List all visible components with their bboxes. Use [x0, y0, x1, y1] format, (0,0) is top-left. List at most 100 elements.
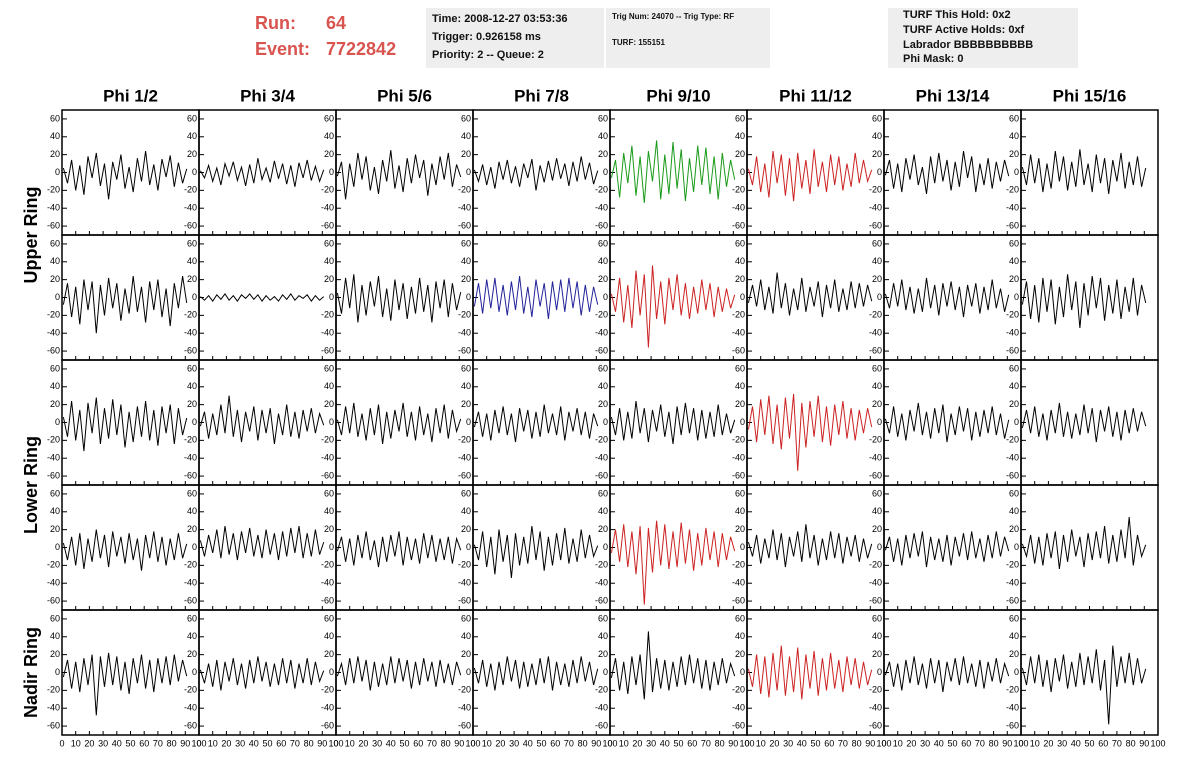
y-tick-label: 0	[192, 167, 197, 177]
y-tick-label: 60	[598, 113, 608, 123]
y-tick-label: 40	[324, 256, 334, 266]
y-tick-label: 40	[735, 631, 745, 641]
x-tick-label: 30	[235, 738, 245, 748]
x-tick-label: 100	[739, 738, 754, 748]
y-tick-label: -60	[458, 720, 471, 730]
waveform	[610, 265, 736, 348]
column-title: Phi 9/10	[646, 86, 710, 105]
y-tick-label: -60	[595, 720, 608, 730]
x-tick-label: 20	[769, 738, 779, 748]
waveform	[336, 656, 462, 691]
y-tick-label: -40	[1006, 703, 1019, 713]
y-tick-label: 20	[872, 399, 882, 409]
y-tick-label: -60	[321, 470, 334, 480]
waveform	[62, 529, 188, 571]
y-tick-label: -40	[458, 203, 471, 213]
y-tick-label: -60	[732, 720, 745, 730]
y-tick-label: 40	[1009, 131, 1019, 141]
y-tick-label: -40	[184, 203, 197, 213]
x-tick-label: 20	[221, 738, 231, 748]
y-tick-label: 20	[324, 524, 334, 534]
waveform	[1021, 517, 1147, 569]
x-tick-label: 30	[1057, 738, 1067, 748]
y-tick-label: 20	[598, 649, 608, 659]
info-text: Phi Mask: 0	[903, 53, 964, 65]
y-tick-label: 60	[598, 363, 608, 373]
y-tick-label: -20	[1006, 310, 1019, 320]
y-tick-label: -60	[458, 470, 471, 480]
x-tick-label: 10	[482, 738, 492, 748]
y-tick-label: -20	[1006, 685, 1019, 695]
y-tick-label: 20	[187, 399, 197, 409]
row-label: Lower Ring	[21, 436, 41, 534]
column-title: Phi 7/8	[514, 86, 569, 105]
y-tick-label: -20	[47, 435, 60, 445]
y-tick-label: 40	[598, 631, 608, 641]
y-tick-label: -60	[595, 470, 608, 480]
y-tick-label: 20	[872, 524, 882, 534]
y-tick-label: -40	[184, 578, 197, 588]
y-tick-label: -60	[458, 595, 471, 605]
x-tick-label: 80	[989, 738, 999, 748]
y-tick-label: -40	[458, 453, 471, 463]
y-tick-label: 20	[735, 274, 745, 284]
y-tick-label: 20	[50, 149, 60, 159]
y-tick-label: -60	[869, 220, 882, 230]
y-tick-label: -20	[47, 185, 60, 195]
x-tick-label: 50	[947, 738, 957, 748]
x-tick-label: 50	[262, 738, 272, 748]
x-tick-label: 30	[920, 738, 930, 748]
x-tick-label: 50	[1084, 738, 1094, 748]
y-tick-label: -40	[869, 328, 882, 338]
column-title: Phi 11/12	[779, 86, 852, 105]
y-tick-label: 40	[1009, 256, 1019, 266]
waveform	[336, 150, 462, 200]
x-tick-label: 50	[536, 738, 546, 748]
panel-frame	[609, 234, 748, 361]
y-tick-label: 0	[466, 167, 471, 177]
panel-frame	[746, 609, 885, 736]
column-title: Phi 13/14	[916, 86, 990, 105]
y-tick-label: 0	[877, 292, 882, 302]
y-tick-label: 40	[735, 381, 745, 391]
waveform	[336, 531, 462, 568]
x-tick-label: 70	[701, 738, 711, 748]
column-title: Phi 3/4	[240, 86, 295, 105]
y-tick-label: 40	[461, 631, 471, 641]
y-tick-label: -20	[732, 560, 745, 570]
y-tick-label: -40	[184, 328, 197, 338]
y-tick-label: -40	[1006, 328, 1019, 338]
waveform	[473, 156, 599, 191]
y-tick-label: 20	[872, 149, 882, 159]
y-tick-label: -40	[595, 203, 608, 213]
y-tick-label: 60	[50, 238, 60, 248]
y-tick-label: 0	[466, 292, 471, 302]
y-tick-label: -60	[869, 595, 882, 605]
y-tick-label: -60	[184, 720, 197, 730]
x-tick-label: 80	[578, 738, 588, 748]
waveform	[747, 149, 873, 202]
waveform	[336, 402, 462, 444]
y-tick-label: 40	[461, 506, 471, 516]
y-tick-label: 40	[598, 256, 608, 266]
y-tick-label: -20	[184, 685, 197, 695]
y-tick-label: -60	[184, 345, 197, 355]
y-tick-label: 60	[324, 363, 334, 373]
y-tick-label: -60	[1006, 470, 1019, 480]
y-tick-label: -20	[595, 310, 608, 320]
x-tick-label: 50	[673, 738, 683, 748]
y-tick-label: -60	[321, 345, 334, 355]
info-text: TURF This Hold: 0x2	[903, 9, 1011, 21]
x-tick-label: 60	[1098, 738, 1108, 748]
y-tick-label: 0	[329, 292, 334, 302]
y-tick-label: -40	[732, 578, 745, 588]
y-tick-label: 60	[872, 113, 882, 123]
y-tick-label: 60	[598, 238, 608, 248]
x-tick-label: 100	[191, 738, 206, 748]
y-tick-label: -60	[47, 470, 60, 480]
y-tick-label: 40	[187, 256, 197, 266]
y-tick-label: -60	[869, 470, 882, 480]
y-tick-label: 20	[187, 524, 197, 534]
x-tick-label: 20	[632, 738, 642, 748]
y-tick-label: -20	[321, 685, 334, 695]
